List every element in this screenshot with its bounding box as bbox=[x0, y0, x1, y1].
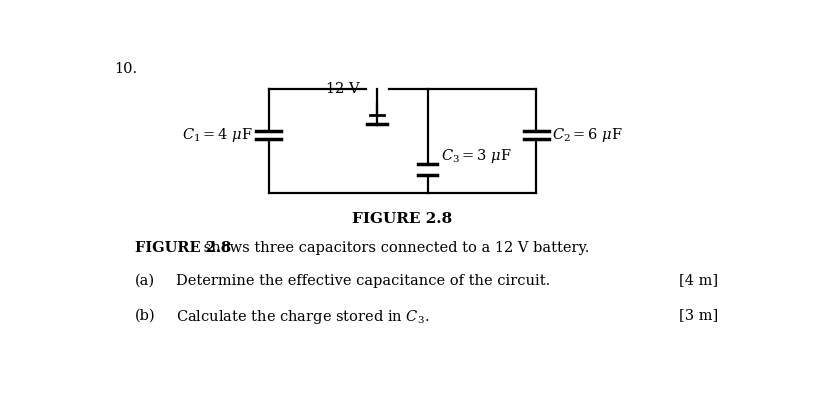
Text: $12\ \mathrm{V}$: $12\ \mathrm{V}$ bbox=[325, 81, 361, 96]
Text: 10.: 10. bbox=[114, 62, 137, 76]
Text: shows three capacitors connected to a 12 V battery.: shows three capacitors connected to a 12… bbox=[199, 241, 589, 255]
Text: $C_1 = 4\ \mu\mathrm{F}$: $C_1 = 4\ \mu\mathrm{F}$ bbox=[181, 126, 252, 144]
Text: (b): (b) bbox=[135, 308, 155, 322]
Text: FIGURE 2.8: FIGURE 2.8 bbox=[352, 212, 453, 226]
Text: [4 m]: [4 m] bbox=[679, 274, 718, 287]
Text: Calculate the charge stored in $C_3$.: Calculate the charge stored in $C_3$. bbox=[176, 308, 429, 326]
Text: $C_3 = 3\ \mu\mathrm{F}$: $C_3 = 3\ \mu\mathrm{F}$ bbox=[441, 147, 511, 165]
Text: FIGURE 2.8: FIGURE 2.8 bbox=[135, 241, 230, 255]
Text: [3 m]: [3 m] bbox=[679, 308, 718, 322]
Text: Determine the effective capacitance of the circuit.: Determine the effective capacitance of t… bbox=[176, 274, 550, 287]
Text: (a): (a) bbox=[135, 274, 154, 287]
Text: $C_2 = 6\ \mu\mathrm{F}$: $C_2 = 6\ \mu\mathrm{F}$ bbox=[552, 126, 623, 144]
